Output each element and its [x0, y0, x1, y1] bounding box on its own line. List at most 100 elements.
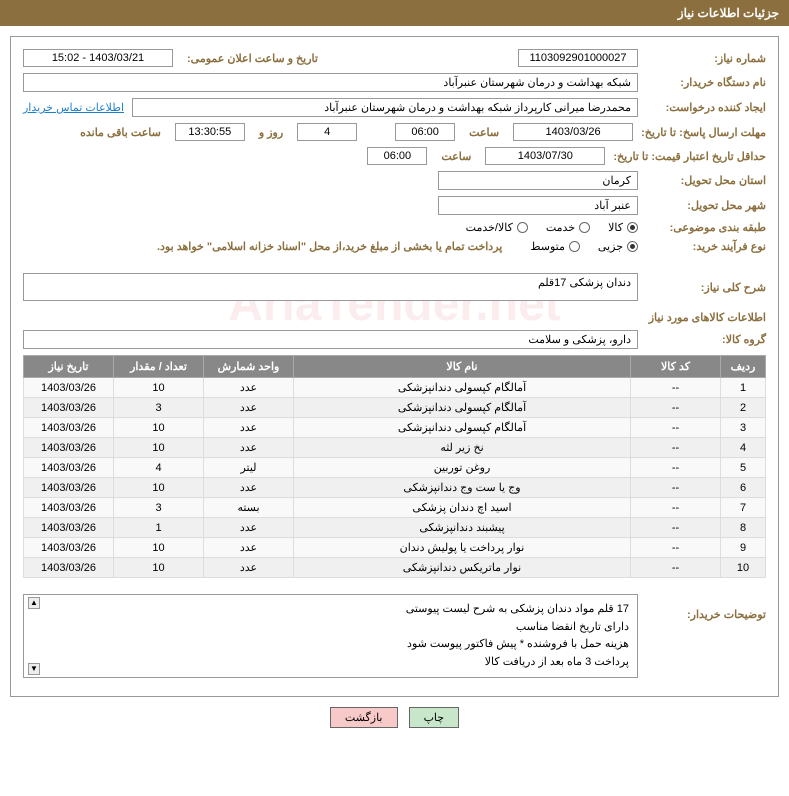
table-cell: 10 — [114, 478, 204, 498]
table-cell: 3 — [114, 398, 204, 418]
radio-icon — [579, 222, 590, 233]
table-cell: 10 — [114, 418, 204, 438]
table-cell: 4 — [721, 438, 766, 458]
table-cell: آمالگام کپسولی دندانپزشکی — [294, 398, 631, 418]
main-panel: AriaTender.net شماره نیاز: 1103092901000… — [10, 36, 779, 697]
announce-date-value: 1403/03/21 - 15:02 — [23, 49, 173, 67]
radio-khedmat[interactable]: خدمت — [546, 221, 590, 234]
table-cell: عدد — [204, 378, 294, 398]
table-cell: 1403/03/26 — [24, 398, 114, 418]
back-button[interactable]: بازگشت — [330, 707, 398, 728]
table-cell: عدد — [204, 398, 294, 418]
row-goods-group: گروه کالا: دارو، پزشکی و سلامت — [23, 330, 766, 349]
table-cell: 4 — [114, 458, 204, 478]
table-cell: -- — [631, 558, 721, 578]
table-cell: پیشبند دندانپزشکی — [294, 518, 631, 538]
table-cell: 7 — [721, 498, 766, 518]
radio-icon — [517, 222, 528, 233]
radio-icon — [569, 241, 580, 252]
need-number-value: 1103092901000027 — [518, 49, 638, 67]
table-cell: -- — [631, 438, 721, 458]
print-button[interactable]: چاپ — [409, 707, 460, 728]
table-cell: اسید اچ دندان پزشکی — [294, 498, 631, 518]
radio-motevaset[interactable]: متوسط — [530, 240, 580, 253]
table-cell: 1403/03/26 — [24, 518, 114, 538]
province-label: استان محل تحویل: — [646, 174, 766, 187]
city-value: عنبر آباد — [438, 196, 638, 215]
th-unit: واحد شمارش — [204, 356, 294, 378]
table-row: 10--نوار ماتریکس دندانپزشکیعدد101403/03/… — [24, 558, 766, 578]
category-label: طبقه بندی موضوعی: — [646, 221, 766, 234]
page-header: جزئیات اطلاعات نیاز — [0, 0, 789, 26]
table-cell: 2 — [721, 398, 766, 418]
contact-link[interactable]: اطلاعات تماس خریدار — [23, 101, 124, 114]
table-cell: نوار ماتریکس دندانپزشکی — [294, 558, 631, 578]
table-cell: 1403/03/26 — [24, 498, 114, 518]
table-cell: 1403/03/26 — [24, 538, 114, 558]
validity-time: 06:00 — [367, 147, 427, 165]
table-row: 7--اسید اچ دندان پزشکیبسته31403/03/26 — [24, 498, 766, 518]
table-cell: عدد — [204, 558, 294, 578]
table-cell: 3 — [114, 498, 204, 518]
table-cell: آمالگام کپسولی دندانپزشکی — [294, 418, 631, 438]
table-cell: -- — [631, 458, 721, 478]
scroll-up-icon[interactable]: ▲ — [28, 597, 40, 609]
th-code: کد کالا — [631, 356, 721, 378]
buyer-notes-box: 17 قلم مواد دندان پزشکی به شرح لیست پیوس… — [23, 594, 638, 678]
table-cell: 1403/03/26 — [24, 478, 114, 498]
table-row: 2--آمالگام کپسولی دندانپزشکیعدد31403/03/… — [24, 398, 766, 418]
time-label-1: ساعت — [469, 126, 499, 139]
page-title: جزئیات اطلاعات نیاز — [678, 6, 779, 20]
table-row: 9--نوار پرداخت یا پولیش دندانعدد101403/0… — [24, 538, 766, 558]
goods-table: ردیف کد کالا نام کالا واحد شمارش تعداد /… — [23, 355, 766, 578]
table-cell: نوار پرداخت یا پولیش دندان — [294, 538, 631, 558]
table-cell: لیتر — [204, 458, 294, 478]
scroll-down-icon[interactable]: ▼ — [28, 663, 40, 675]
note-line: پرداخت 3 ماه بعد از دریافت کالا — [32, 654, 629, 672]
table-cell: آمالگام کپسولی دندانپزشکی — [294, 378, 631, 398]
table-cell: -- — [631, 518, 721, 538]
buyer-notes-label: توضیحات خریدار: — [646, 588, 766, 621]
table-cell: 1403/03/26 — [24, 438, 114, 458]
purchase-type-label: نوع فرآیند خرید: — [646, 240, 766, 253]
th-row: ردیف — [721, 356, 766, 378]
buyer-org-label: نام دستگاه خریدار: — [646, 76, 766, 89]
radio-kala-khedmat[interactable]: کالا/خدمت — [466, 221, 528, 234]
table-cell: -- — [631, 498, 721, 518]
table-row: 8--پیشبند دندانپزشکیعدد11403/03/26 — [24, 518, 766, 538]
row-need-desc: شرح کلی نیاز: دندان پزشکی 17قلم — [23, 273, 766, 301]
row-need-number: شماره نیاز: 1103092901000027 تاریخ و ساع… — [23, 49, 766, 67]
table-cell: 3 — [721, 418, 766, 438]
table-cell: -- — [631, 478, 721, 498]
radio-jozi[interactable]: جزیی — [598, 240, 638, 253]
table-cell: عدد — [204, 438, 294, 458]
city-label: شهر محل تحویل: — [646, 199, 766, 212]
scroll-arrows: ▲ ▼ — [26, 597, 40, 675]
row-validity: حداقل تاریخ اعتبار قیمت: تا تاریخ: 1403/… — [23, 147, 766, 165]
action-buttons: چاپ بازگشت — [0, 707, 789, 728]
table-cell: وج یا ست وج دندانپزشکی — [294, 478, 631, 498]
radio-kala[interactable]: کالا — [608, 221, 638, 234]
days-word: روز و — [259, 126, 283, 139]
province-value: کرمان — [438, 171, 638, 190]
requester-label: ایجاد کننده درخواست: — [646, 101, 766, 114]
table-cell: -- — [631, 378, 721, 398]
row-province: استان محل تحویل: کرمان — [23, 171, 766, 190]
goods-group-value: دارو، پزشکی و سلامت — [23, 330, 638, 349]
table-cell: 1403/03/26 — [24, 458, 114, 478]
table-row: 4--نخ زیر لثهعدد101403/03/26 — [24, 438, 766, 458]
table-cell: 10 — [114, 558, 204, 578]
table-cell: 1403/03/26 — [24, 418, 114, 438]
row-buyer-notes: توضیحات خریدار: 17 قلم مواد دندان پزشکی … — [23, 588, 766, 678]
table-row: 6--وج یا ست وج دندانپزشکیعدد101403/03/26 — [24, 478, 766, 498]
table-cell: عدد — [204, 518, 294, 538]
th-name: نام کالا — [294, 356, 631, 378]
row-category: طبقه بندی موضوعی: کالا خدمت کالا/خدمت — [23, 221, 766, 234]
table-cell: نخ زیر لثه — [294, 438, 631, 458]
days-remaining: 4 — [297, 123, 357, 141]
table-cell: -- — [631, 538, 721, 558]
table-cell: 5 — [721, 458, 766, 478]
row-requester: ایجاد کننده درخواست: محمدرضا میرانی کارپ… — [23, 98, 766, 117]
table-cell: -- — [631, 398, 721, 418]
note-line: هزینه حمل با فروشنده * پیش فاکتور پیوست … — [32, 636, 629, 654]
